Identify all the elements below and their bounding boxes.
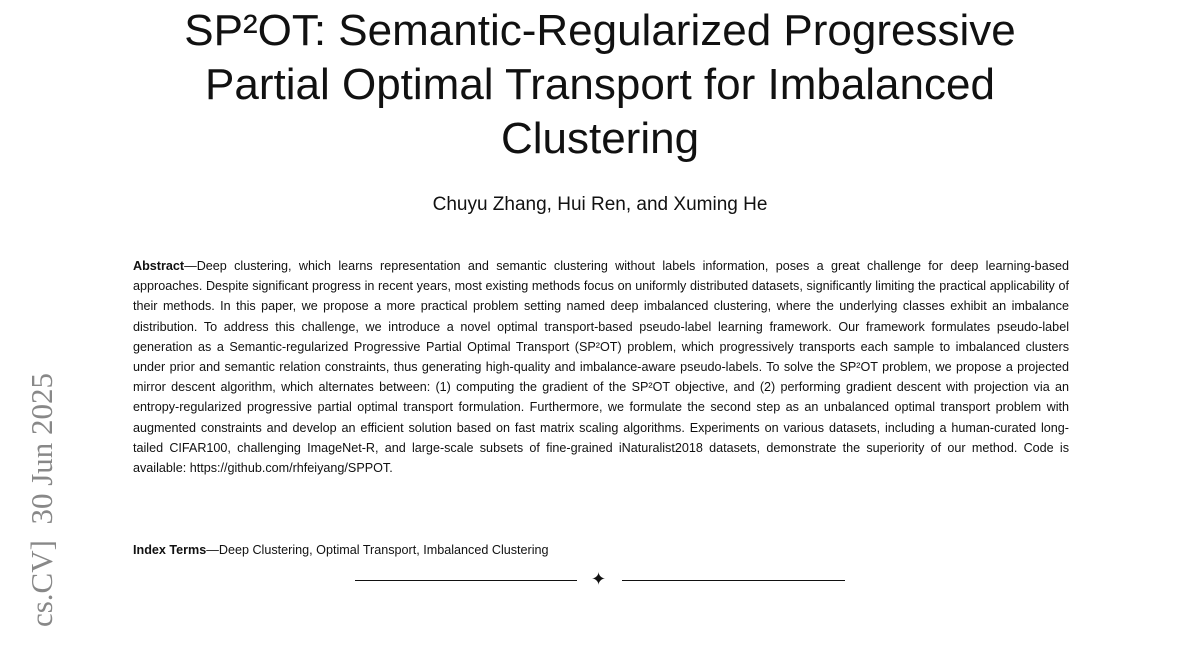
- authors: Chuyu Zhang, Hui Ren, and Xuming He: [432, 194, 768, 215]
- divider-line: [622, 580, 845, 581]
- abstract-label: Abstract: [133, 259, 185, 273]
- arxiv-stamp: cs.CV] 30 Jun 2025: [24, 372, 59, 628]
- divider-line: [355, 580, 577, 581]
- paper-title: SP²OT: Semantic-Regularized Progressive …: [184, 6, 1016, 163]
- index-terms-text: —Deep Clustering, Optimal Transport, Imb…: [206, 543, 549, 557]
- abstract-text: —Deep clustering, which learns represent…: [133, 259, 1069, 476]
- abstract: Abstract—Deep clustering, which learns r…: [133, 256, 1069, 478]
- index-terms-label: Index Terms: [133, 543, 207, 557]
- divider-diamond: ✦: [591, 569, 607, 589]
- index-terms: Index Terms—Deep Clustering, Optimal Tra…: [133, 540, 1069, 560]
